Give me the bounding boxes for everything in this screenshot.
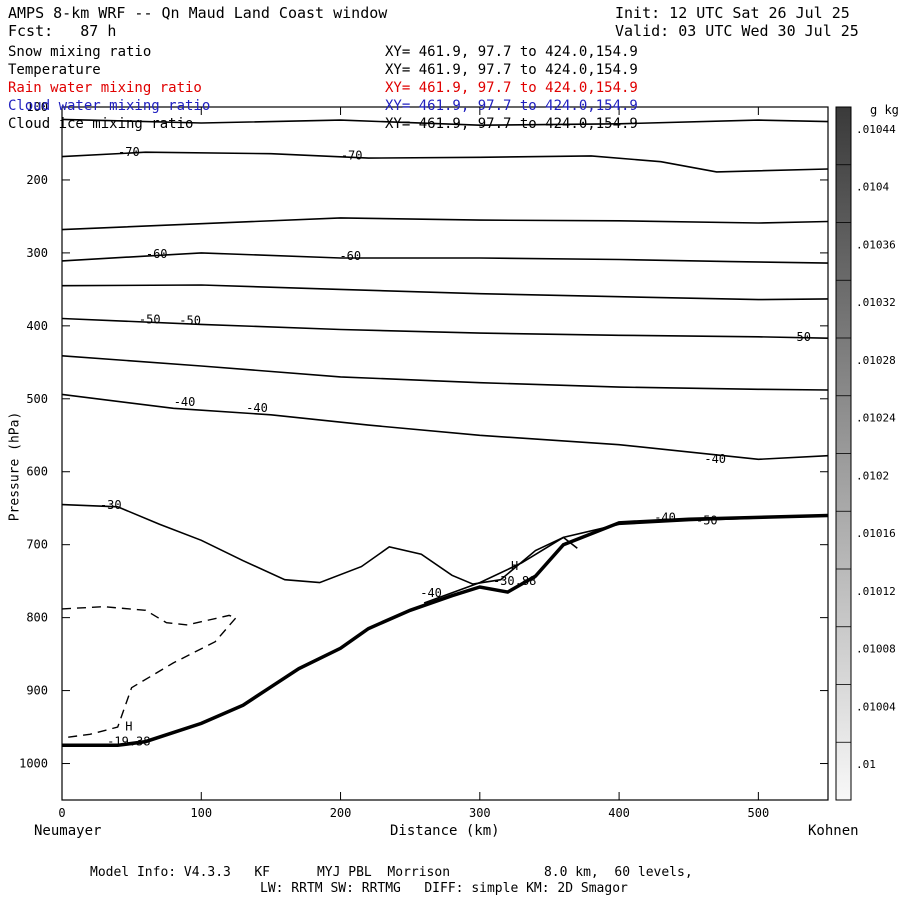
contour-label: -40 bbox=[246, 401, 268, 415]
colorbar-label: .01024 bbox=[856, 412, 896, 425]
forecast-hour: Fcst: 87 h bbox=[8, 22, 117, 40]
extremum-annotation: -19.38 bbox=[107, 734, 150, 748]
contour-label: -50 bbox=[139, 313, 161, 327]
field-cloud-water: Cloud water mixing ratio bbox=[8, 98, 211, 114]
contour-label: -60 bbox=[339, 249, 361, 263]
field-rain-xy: XY= 461.9, 97.7 to 424.0,154.9 bbox=[385, 80, 638, 96]
colorbar-unit: g kg-1 bbox=[870, 103, 900, 117]
terrain-profile bbox=[62, 513, 828, 748]
colorbar-label: .01016 bbox=[856, 527, 896, 540]
field-temperature: Temperature bbox=[8, 62, 101, 78]
extremum-annotation: H bbox=[125, 720, 132, 734]
temperature-contour bbox=[62, 317, 828, 339]
temperature-contour bbox=[62, 252, 828, 264]
y-tick-label: 1000 bbox=[19, 757, 48, 771]
isotherm-line bbox=[62, 355, 828, 391]
init-time: Init: 12 UTC Sat 26 Jul 25 bbox=[615, 4, 850, 22]
colorbar-label: .01036 bbox=[856, 238, 896, 251]
contour-label: -60 bbox=[146, 247, 168, 261]
contour-label-layer: -70 -70 -60 -60 -50 -50 -50 -40 -40 -40 -30 -40 -40 -… bbox=[100, 145, 811, 748]
footer-model-info: Model Info: V4.3.3 KF MYJ PBL Morrison 8… bbox=[90, 865, 693, 880]
field-cloud-ice-xy: XY= 461.9, 97.7 to 424.0,154.9 bbox=[385, 116, 638, 132]
contour-label: -40 bbox=[174, 395, 196, 409]
colorbar-label: .0104 bbox=[856, 181, 889, 194]
x-tick-label: 500 bbox=[748, 806, 770, 820]
valid-time: Valid: 03 UTC Wed 30 Jul 25 bbox=[615, 22, 859, 40]
temperature-contour bbox=[62, 151, 828, 173]
isotherm-line bbox=[62, 118, 828, 127]
y-tick-label: 200 bbox=[26, 173, 48, 187]
field-rain: Rain water mixing ratio bbox=[8, 80, 202, 96]
temperature-contour bbox=[62, 393, 828, 461]
field-cloud-ice: Cloud ice mixing ratio bbox=[8, 116, 194, 132]
field-cloud-water-xy: XY= 461.9, 97.7 to 424.0,154.9 bbox=[385, 98, 638, 114]
axes-layer: 0 100 200 300 400 500 100 200 300 400 500 600 700 800… bbox=[19, 100, 828, 820]
colorbar-label: .01044 bbox=[856, 123, 896, 136]
y-tick-label: 400 bbox=[26, 319, 48, 333]
field-temperature-xy: XY= 461.9, 97.7 to 424.0,154.9 bbox=[385, 62, 638, 78]
contour-label: -50 bbox=[789, 330, 811, 344]
x-tick-label: 300 bbox=[469, 806, 491, 820]
colorbar: .01044 .0104 .01036 .01032 .01028 .01024 .0102… bbox=[835, 106, 896, 801]
field-snow: Snow mixing ratio bbox=[8, 44, 152, 60]
contour-label: -30 bbox=[100, 498, 122, 512]
colorbar-label: .01012 bbox=[856, 585, 896, 598]
contour-label: -40 bbox=[704, 452, 726, 466]
chart-title: AMPS 8-km WRF -- Qn Maud Land Coast wind… bbox=[8, 4, 388, 22]
x-tick-label: 400 bbox=[608, 806, 630, 820]
x-right-label: Kohnen bbox=[808, 823, 859, 839]
y-tick-label: 300 bbox=[26, 246, 48, 260]
contour-layer bbox=[62, 118, 828, 748]
y-tick-label: 100 bbox=[26, 100, 48, 114]
colorbar-label: .01032 bbox=[856, 296, 896, 309]
x-tick-label: 0 bbox=[58, 806, 65, 820]
y-tick-label: 500 bbox=[26, 392, 48, 406]
plot-frame bbox=[61, 106, 829, 801]
x-tick-label: 100 bbox=[190, 806, 212, 820]
y-tick-label: 600 bbox=[26, 465, 48, 479]
extremum-annotation: -30.88 bbox=[493, 574, 536, 588]
y-axis-label: Pressure (hPa) bbox=[7, 411, 23, 522]
snow-mixing-contour bbox=[62, 605, 238, 739]
contour-label: -50 bbox=[179, 313, 201, 327]
contour-label: -70 bbox=[341, 149, 363, 163]
contour-label: -40 bbox=[654, 510, 676, 524]
isotherm-line bbox=[62, 284, 828, 301]
extremum-annotation: H bbox=[511, 559, 518, 573]
colorbar-label: .01008 bbox=[856, 643, 896, 656]
contour-label: -70 bbox=[118, 145, 140, 159]
colorbar-label: .01028 bbox=[856, 354, 896, 367]
field-snow-xy: XY= 461.9, 97.7 to 424.0,154.9 bbox=[385, 44, 638, 60]
temperature-contour bbox=[62, 503, 578, 585]
x-axis-label: Distance (km) bbox=[390, 823, 500, 839]
contour-label: -50 bbox=[696, 513, 718, 527]
y-tick-label: 700 bbox=[26, 538, 48, 552]
y-tick-label: 800 bbox=[26, 611, 48, 625]
temperature-contour bbox=[423, 514, 828, 604]
x-left-label: Neumayer bbox=[34, 823, 102, 839]
contour-label: -40 bbox=[420, 586, 442, 600]
colorbar-label: .01 bbox=[856, 758, 876, 771]
isotherm-line bbox=[62, 217, 828, 231]
x-tick-label: 200 bbox=[330, 806, 352, 820]
colorbar-label: .01004 bbox=[856, 700, 896, 713]
footer-physics-info: LW: RRTM SW: RRTMG DIFF: simple KM: 2D S… bbox=[260, 881, 628, 896]
colorbar-label: .0102 bbox=[856, 469, 889, 482]
y-tick-label: 900 bbox=[26, 684, 48, 698]
